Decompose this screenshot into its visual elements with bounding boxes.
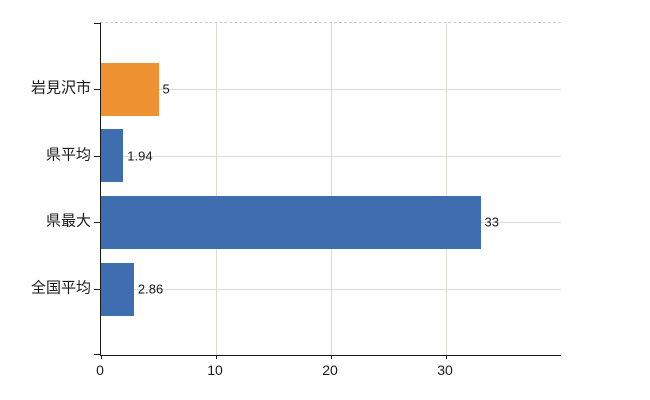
x-axis-tick-label: 20 [322, 362, 338, 378]
bar-value-label: 1.94 [127, 148, 153, 164]
x-axis-tick [331, 355, 332, 359]
x-axis-tick [101, 355, 102, 359]
bar-value-label: 5 [162, 81, 170, 97]
plot-area: 5 1.94 33 2.86 [94, 22, 561, 359]
y-axis-edge-tick [94, 354, 101, 355]
bar-value-label: 33 [484, 214, 499, 230]
y-axis-tick [94, 89, 101, 90]
category-gridline [101, 289, 561, 290]
category-label: 県最大 [45, 212, 91, 230]
x-axis-tick-label: 0 [96, 362, 104, 378]
bar-3 [101, 195, 481, 249]
y-axis-tick [94, 289, 101, 290]
vertical-gridline [216, 23, 217, 355]
category-label: 岩見沢市 [30, 79, 91, 97]
bar-4 [101, 262, 134, 316]
bar-2 [101, 129, 124, 183]
bar-1 [101, 62, 159, 116]
vertical-gridline [331, 23, 332, 355]
x-axis-tick-label: 10 [207, 362, 223, 378]
y-axis-edge-tick [94, 23, 101, 24]
category-label: 県平均 [45, 146, 91, 164]
bar-value-label: 2.86 [137, 281, 164, 297]
vertical-gridline [446, 23, 447, 355]
y-axis-tick [94, 155, 101, 157]
category-gridline [101, 155, 561, 157]
y-axis-tick [94, 222, 101, 224]
x-axis-tick [446, 355, 447, 359]
x-axis-tick [216, 355, 217, 359]
category-label: 全国平均 [30, 279, 91, 297]
x-axis-tick-label: 30 [437, 362, 453, 378]
category-gridline [101, 89, 561, 90]
